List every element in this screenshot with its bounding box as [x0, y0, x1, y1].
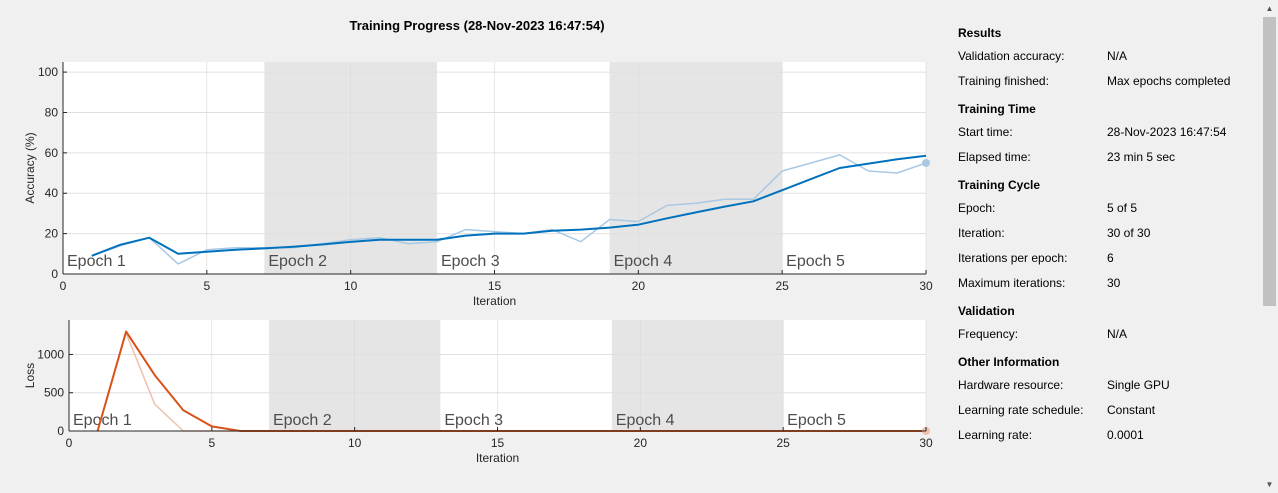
- acc-final-point: [922, 158, 930, 167]
- learning-rate-label: Learning rate:: [958, 428, 1033, 442]
- iteration-value: 30 of 30: [1107, 226, 1151, 240]
- hardware-resource-label: Hardware resource:: [958, 378, 1064, 392]
- accuracy-plot: Epoch 1 Epoch 2 Epoch 3 Epoch 4 Epoch 5 0 20 40…: [23, 62, 933, 308]
- learning-rate-schedule-value: Constant: [1107, 403, 1156, 417]
- x-tick-label: 5: [203, 279, 210, 293]
- maximum-iterations-value: 30: [1107, 276, 1121, 290]
- x-tick-label: 10: [344, 279, 358, 293]
- validation-accuracy-row: Validation accuracy: N/A: [958, 44, 1258, 69]
- x-tick-label: 15: [488, 279, 502, 293]
- validation-heading: Validation: [958, 304, 1015, 318]
- hardware-resource-row: Hardware resource: Single GPU: [958, 373, 1258, 398]
- training-cycle-heading: Training Cycle: [958, 178, 1041, 192]
- validation-accuracy-value: N/A: [1107, 49, 1128, 63]
- loss-y-axis-label: Loss: [23, 363, 37, 388]
- start-time-value: 28-Nov-2023 16:47:54: [1107, 125, 1227, 139]
- loss-plot: Epoch 1 Epoch 2 Epoch 3 Epoch 4 Epoch 5 0 500 1…: [23, 320, 933, 465]
- x-tick-label: 20: [632, 279, 646, 293]
- validation-accuracy-label: Validation accuracy:: [958, 49, 1065, 63]
- elapsed-time-value: 23 min 5 sec: [1107, 150, 1176, 164]
- iteration-row: Iteration: 30 of 30: [958, 221, 1258, 246]
- vertical-scrollbar[interactable]: ▲ ▼: [1261, 0, 1278, 493]
- chart-title: Training Progress (28-Nov-2023 16:47:54): [349, 18, 604, 33]
- epoch-label: Epoch 1: [67, 253, 126, 270]
- y-tick-label: 40: [45, 186, 59, 200]
- results-heading: Results: [958, 26, 1002, 40]
- epoch-value: 5 of 5: [1107, 201, 1138, 215]
- epoch-label: Epoch 5: [787, 412, 846, 429]
- training-finished-label: Training finished:: [958, 74, 1049, 88]
- scroll-up-arrow-icon[interactable]: ▲: [1265, 4, 1274, 13]
- x-tick-label: 0: [66, 436, 73, 450]
- x-tick-label: 15: [491, 436, 505, 450]
- y-tick-label: 1000: [37, 347, 64, 361]
- x-tick-label: 10: [348, 436, 362, 450]
- scrollbar-thumb[interactable]: [1263, 17, 1276, 306]
- acc-x-axis-label: Iteration: [473, 294, 516, 308]
- epoch-label: Epoch 2: [268, 253, 327, 270]
- acc-y-axis-label: Accuracy (%): [23, 132, 37, 203]
- elapsed-time-label: Elapsed time:: [958, 150, 1031, 164]
- x-tick-label: 20: [634, 436, 648, 450]
- start-time-row: Start time: 28-Nov-2023 16:47:54: [958, 120, 1258, 145]
- learning-rate-row: Learning rate: 0.0001: [958, 423, 1258, 448]
- y-tick-label: 80: [45, 105, 59, 119]
- x-tick-label: 0: [60, 279, 67, 293]
- frequency-row: Frequency: N/A: [958, 322, 1258, 347]
- epoch-label: Epoch 3: [444, 412, 503, 429]
- y-tick-label: 0: [51, 267, 58, 281]
- y-tick-label: 500: [44, 386, 64, 400]
- epoch-label: Epoch 4: [614, 253, 673, 270]
- epoch-label: Epoch 4: [616, 412, 675, 429]
- iteration-label: Iteration:: [958, 226, 1005, 240]
- maximum-iterations-label: Maximum iterations:: [958, 276, 1066, 290]
- y-tick-label: 60: [45, 146, 59, 160]
- loss-x-axis-label: Iteration: [476, 451, 519, 465]
- learning-rate-schedule-row: Learning rate schedule: Constant: [958, 398, 1258, 423]
- frequency-value: N/A: [1107, 327, 1128, 341]
- x-tick-label: 25: [776, 436, 790, 450]
- frequency-label: Frequency:: [958, 327, 1019, 341]
- training-time-heading: Training Time: [958, 102, 1036, 116]
- other-information-heading: Other Information: [958, 355, 1060, 369]
- x-tick-label: 30: [919, 279, 933, 293]
- epoch-label: Epoch 3: [441, 253, 500, 270]
- training-finished-value: Max epochs completed: [1107, 74, 1231, 88]
- elapsed-time-row: Elapsed time: 23 min 5 sec: [958, 145, 1258, 170]
- x-tick-label: 25: [775, 279, 789, 293]
- training-info-panel: Results Validation accuracy: N/A Trainin…: [958, 18, 1258, 448]
- learning-rate-value: 0.0001: [1107, 428, 1144, 442]
- epoch-label: Epoch:: [958, 201, 996, 215]
- iterations-per-epoch-row: Iterations per epoch: 6: [958, 246, 1258, 271]
- x-tick-label: 5: [208, 436, 215, 450]
- epoch-band: [609, 62, 783, 274]
- acc-smoothed-series-line: [91, 154, 927, 257]
- training-finished-row: Training finished: Max epochs completed: [958, 69, 1258, 94]
- epoch-label: Epoch 2: [273, 412, 332, 429]
- iterations-per-epoch-value: 6: [1107, 251, 1114, 265]
- hardware-resource-value: Single GPU: [1107, 378, 1170, 392]
- y-tick-label: 100: [38, 65, 58, 79]
- maximum-iterations-row: Maximum iterations: 30: [958, 271, 1258, 296]
- epoch-label: Epoch 5: [786, 253, 845, 270]
- epoch-label: Epoch 1: [73, 412, 132, 429]
- scroll-down-arrow-icon[interactable]: ▼: [1265, 480, 1274, 489]
- iterations-per-epoch-label: Iterations per epoch:: [958, 251, 1068, 265]
- y-tick-label: 0: [57, 424, 64, 438]
- x-tick-label: 30: [919, 436, 933, 450]
- y-tick-label: 20: [45, 227, 59, 241]
- epoch-row: Epoch: 5 of 5: [958, 196, 1258, 221]
- start-time-label: Start time:: [958, 125, 1013, 139]
- learning-rate-schedule-label: Learning rate schedule:: [958, 403, 1084, 417]
